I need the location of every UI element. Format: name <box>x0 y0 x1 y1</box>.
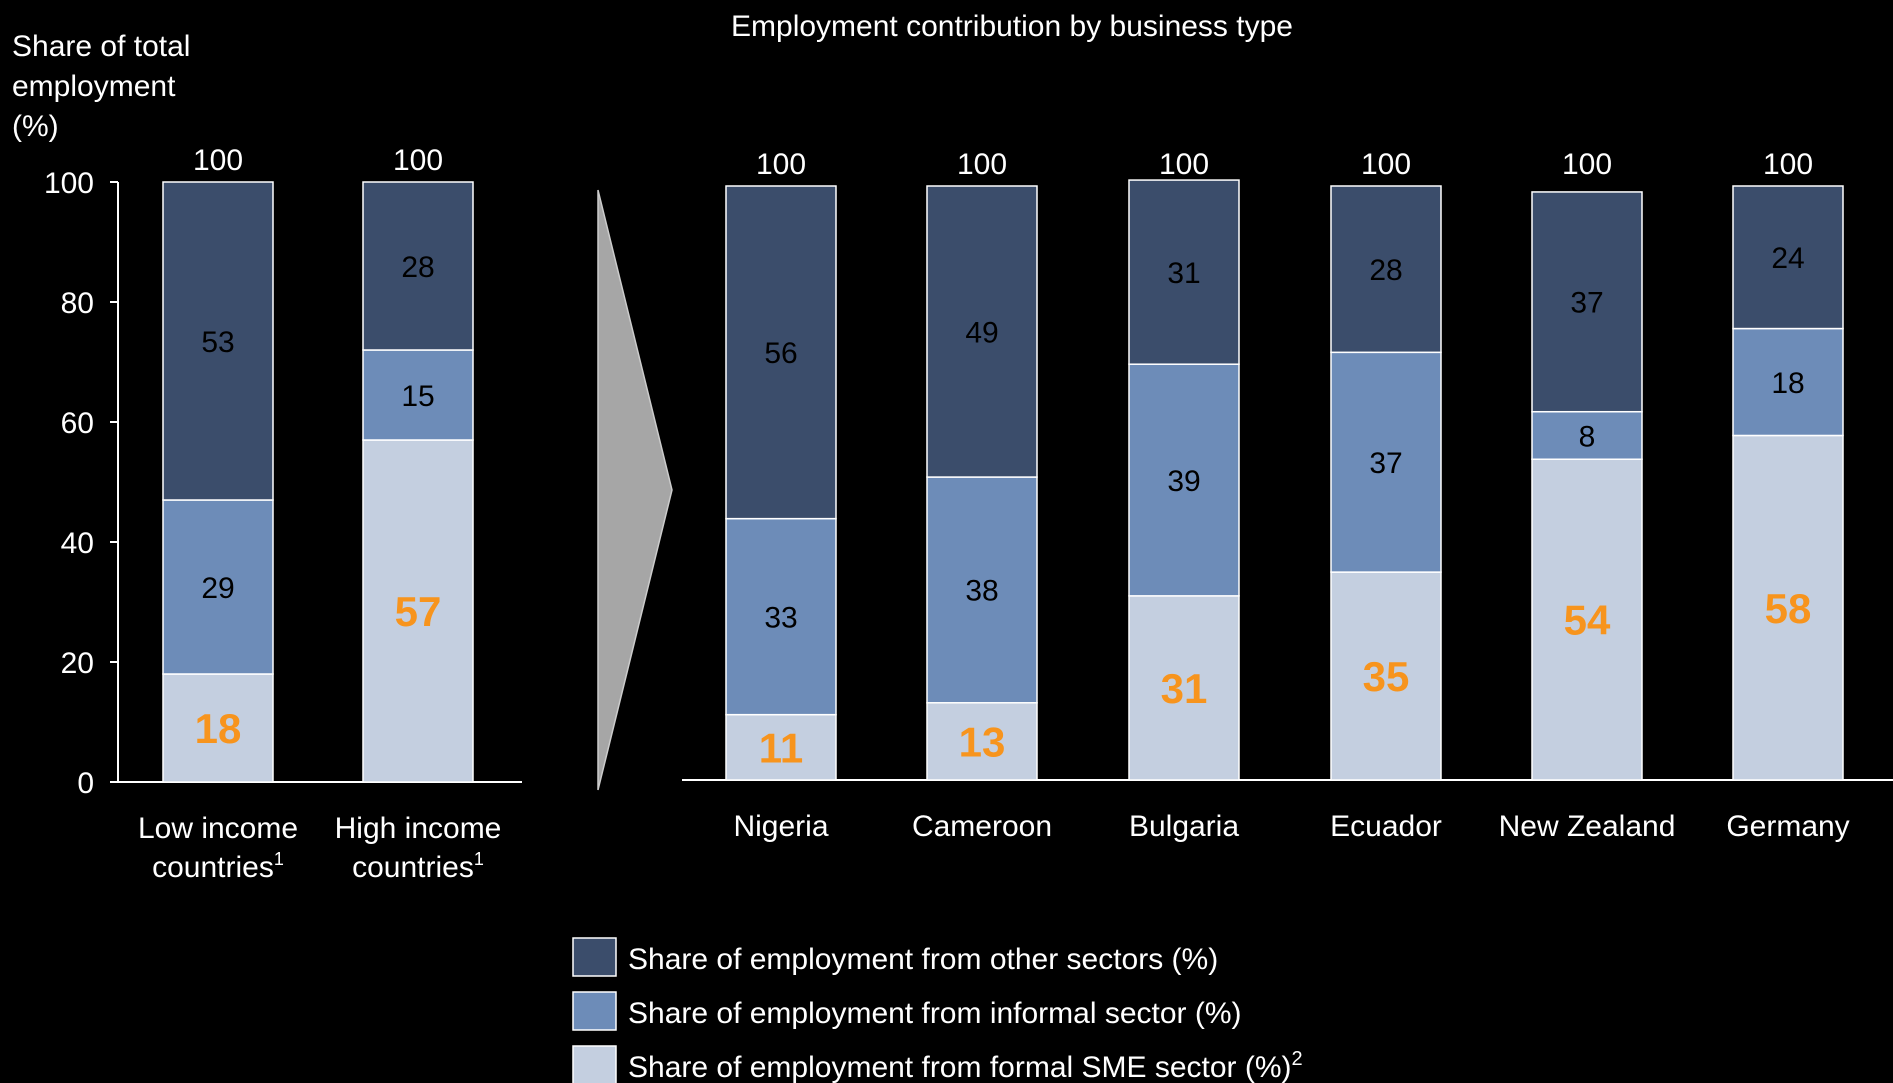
data-label-informal: 39 <box>1167 465 1200 498</box>
total-label: 100 <box>193 144 243 177</box>
bar-segment-informal <box>1732 327 1844 437</box>
y-axis-label: Share of total <box>12 30 190 63</box>
total-label: 100 <box>957 148 1007 181</box>
data-label-sme: 13 <box>959 719 1006 766</box>
bar-segment-informal <box>162 499 274 675</box>
y-tick-label: 80 <box>61 287 94 320</box>
legend-label-sme: Share of employment from formal SME sect… <box>628 1048 1303 1083</box>
data-label-informal: 38 <box>965 575 998 608</box>
data-label-sme: 18 <box>195 705 242 752</box>
y-axis-label: (%) <box>12 110 59 143</box>
data-label-informal: 37 <box>1369 447 1402 480</box>
x-tick-label: countries1 <box>352 849 484 884</box>
bar-segment-other <box>1531 191 1643 413</box>
legend-label-informal: Share of employment from informal sector… <box>628 997 1242 1030</box>
data-label-informal: 15 <box>401 380 434 413</box>
x-tick-label: Cameroon <box>912 810 1052 843</box>
total-label: 100 <box>1159 148 1209 181</box>
y-tick-label: 0 <box>77 767 94 800</box>
x-tick-label: Low income <box>138 812 298 845</box>
data-label-sme: 35 <box>1363 653 1410 700</box>
y-tick-label: 20 <box>61 647 94 680</box>
bar-segment-other <box>1732 185 1844 330</box>
x-tick-label: High income <box>335 812 502 845</box>
total-label: 100 <box>1562 148 1612 181</box>
legend-swatch-sme <box>572 1045 617 1083</box>
total-label: 100 <box>393 144 443 177</box>
legend-swatch-informal <box>572 991 617 1031</box>
bar-segment-informal <box>725 517 837 716</box>
x-tick-label: Ecuador <box>1330 810 1442 843</box>
data-label-other: 56 <box>764 337 797 370</box>
bar-segment-other <box>162 181 274 501</box>
bar-segment-informal <box>362 349 474 441</box>
bar-segment-sme <box>1330 571 1442 781</box>
legend-label-other: Share of employment from other sectors (… <box>628 943 1218 976</box>
data-label-informal: 33 <box>764 601 797 634</box>
data-label-other: 53 <box>201 326 234 359</box>
bar-segment-other <box>1128 179 1240 365</box>
x-tick-label: countries1 <box>152 849 284 884</box>
data-label-informal: 8 <box>1579 420 1596 453</box>
bar-segment-sme <box>1732 434 1844 781</box>
data-label-sme: 11 <box>759 724 803 771</box>
x-tick-label: Germany <box>1726 810 1849 843</box>
bar-segment-informal <box>1330 351 1442 573</box>
data-label-other: 24 <box>1771 242 1804 275</box>
x-tick-label: New Zealand <box>1499 810 1676 843</box>
data-label-sme: 31 <box>1161 665 1208 712</box>
bar-segment-other <box>725 185 837 520</box>
bar-segment-sme <box>1128 595 1240 781</box>
data-label-informal: 18 <box>1771 367 1804 400</box>
data-label-sme: 54 <box>1564 597 1611 644</box>
x-tick-label: Bulgaria <box>1129 810 1239 843</box>
transition-arrow <box>597 189 673 791</box>
data-label-other: 28 <box>401 251 434 284</box>
bar-segment-informal <box>1128 363 1240 597</box>
total-label: 100 <box>756 148 806 181</box>
data-label-informal: 29 <box>201 572 234 605</box>
data-label-other: 49 <box>965 316 998 349</box>
bar-segment-sme <box>926 702 1038 781</box>
data-label-other: 31 <box>1167 257 1200 290</box>
legend-swatch-other <box>572 937 617 977</box>
y-tick-label: 100 <box>44 167 94 200</box>
y-tick-label: 60 <box>61 407 94 440</box>
bar-segment-sme <box>162 673 274 783</box>
data-label-sme: 57 <box>395 588 442 635</box>
data-label-other: 28 <box>1369 254 1402 287</box>
bar-segment-sme <box>1531 458 1643 781</box>
bar-segment-informal <box>1531 410 1643 460</box>
x-tick-label: Nigeria <box>733 810 828 843</box>
right-chart: 11 33 56 100 13 38 49 100 31 39 31 100 35 37 28 100 54 8 3… <box>682 148 1893 843</box>
y-axis-label: employment <box>12 70 176 103</box>
bar-segment-other <box>362 181 474 351</box>
total-label: 100 <box>1763 148 1813 181</box>
data-label-sme: 58 <box>1765 585 1812 632</box>
data-label-other: 37 <box>1570 287 1603 320</box>
bar-segment-sme <box>362 439 474 783</box>
left-chart: Share of total employment (%) 0 20 40 60 80 100 1… <box>12 30 522 884</box>
chart-title: Employment contribution by business type <box>731 10 1293 43</box>
legend: Share of employment from other sectors (… <box>572 937 1303 1083</box>
bar-segment-other <box>1330 185 1442 354</box>
total-label: 100 <box>1361 148 1411 181</box>
bar-segment-other <box>926 185 1038 478</box>
y-tick-label: 40 <box>61 527 94 560</box>
